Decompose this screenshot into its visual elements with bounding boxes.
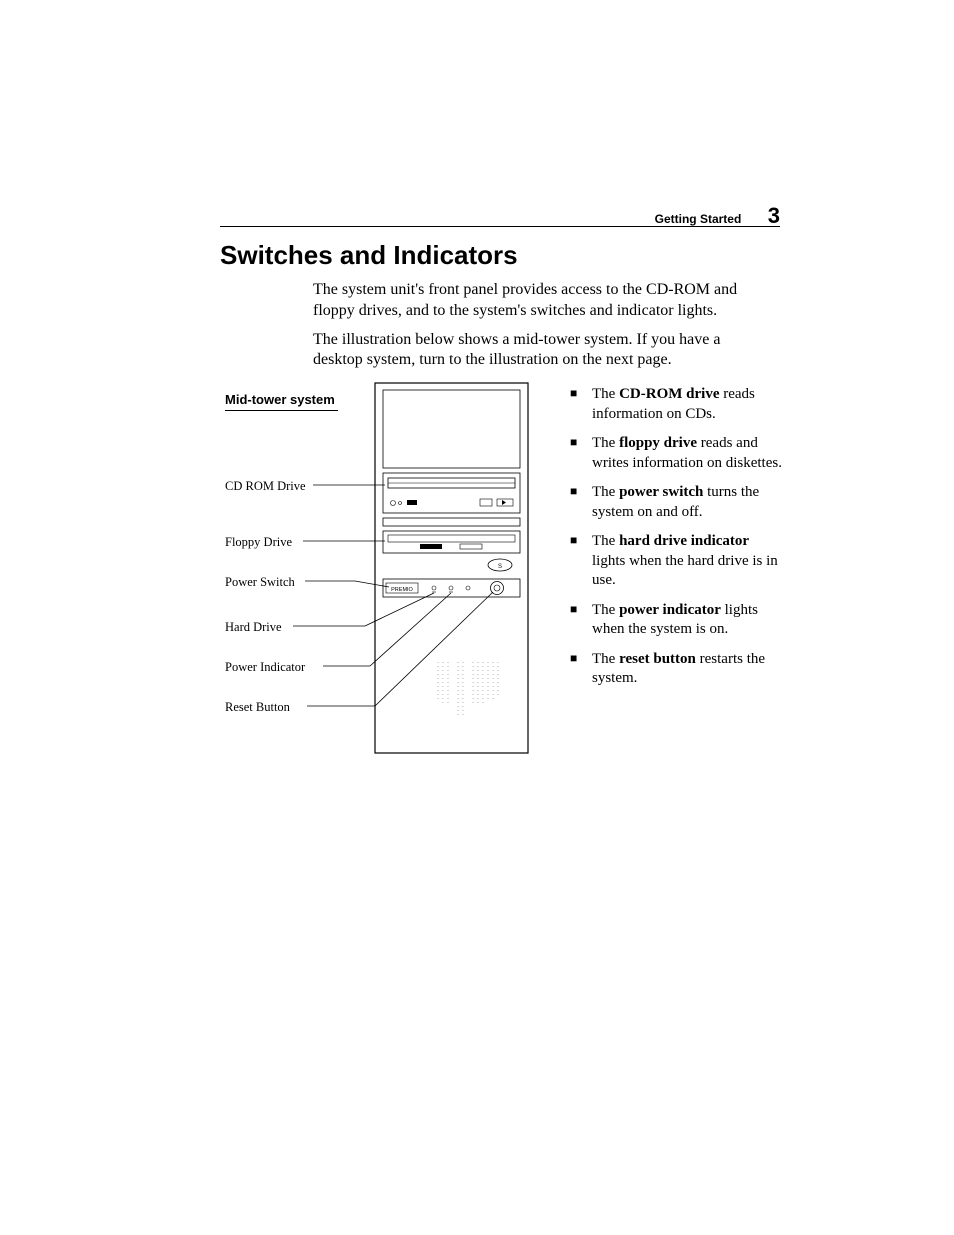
intro-p1: The system unit's front panel provides a… — [313, 280, 773, 322]
bullet-floppy: The floppy drive reads and writes inform… — [570, 434, 785, 473]
bullet-hard-drive: The hard drive indicator lights when the… — [570, 532, 785, 591]
bullet-cdrom: The CD-ROM drive reads information on CD… — [570, 385, 785, 424]
bullet-reset: The reset button restarts the system. — [570, 650, 785, 689]
bullet-list: The CD-ROM drive reads information on CD… — [570, 385, 785, 699]
intro-text: The system unit's front panel provides a… — [313, 280, 773, 379]
header-rule — [220, 226, 780, 227]
svg-text:S: S — [498, 564, 502, 570]
bullet-power-indicator: The power indicator lights when the syst… — [570, 601, 785, 640]
page-title: Switches and Indicators — [220, 240, 518, 271]
tower-diagram: S PREMIO — [225, 380, 545, 770]
header-section: Getting Started — [655, 212, 742, 226]
intro-p2: The illustration below shows a mid-tower… — [313, 330, 773, 372]
bullet-power-switch: The power switch turns the system on and… — [570, 483, 785, 522]
header-page-number: 3 — [768, 203, 780, 228]
premio-badge: PREMIO — [391, 587, 413, 593]
